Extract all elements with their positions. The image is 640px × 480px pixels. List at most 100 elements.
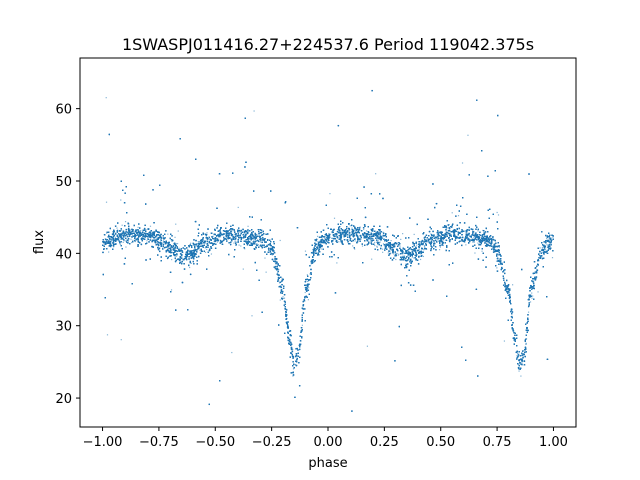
data-point xyxy=(259,240,262,242)
data-point xyxy=(186,256,188,258)
chart-title: 1SWASPJ011416.27+224537.6 Period 119042.… xyxy=(122,35,534,54)
data-point xyxy=(390,252,392,254)
data-point xyxy=(212,235,214,237)
data-point xyxy=(378,231,380,233)
data-point xyxy=(359,235,361,237)
data-point xyxy=(348,234,350,237)
data-point xyxy=(251,235,254,238)
data-point xyxy=(309,273,311,275)
data-point xyxy=(521,363,523,365)
data-point xyxy=(448,239,450,241)
data-point xyxy=(207,237,209,240)
data-point xyxy=(132,239,134,241)
data-point xyxy=(423,249,425,251)
data-point xyxy=(497,214,500,216)
data-point xyxy=(423,245,426,247)
data-point xyxy=(202,239,204,241)
data-point xyxy=(521,362,523,364)
data-point xyxy=(450,234,452,236)
data-point xyxy=(541,246,544,249)
data-point xyxy=(387,252,389,254)
data-point xyxy=(376,237,378,239)
data-point xyxy=(375,173,377,175)
data-point xyxy=(120,339,122,341)
data-point xyxy=(167,247,169,249)
data-point xyxy=(162,242,165,244)
data-point xyxy=(415,244,418,246)
data-point xyxy=(420,253,422,255)
data-point xyxy=(174,248,176,250)
data-point xyxy=(547,238,549,240)
data-point xyxy=(352,245,354,247)
data-point xyxy=(392,245,394,247)
data-point xyxy=(117,230,119,232)
data-point xyxy=(231,230,233,232)
data-point xyxy=(281,277,283,280)
data-point xyxy=(531,292,533,294)
data-point xyxy=(379,234,381,237)
data-point xyxy=(307,299,309,301)
data-point xyxy=(411,256,413,258)
data-point xyxy=(545,238,548,240)
data-point xyxy=(175,223,177,225)
data-point xyxy=(145,229,147,231)
data-point xyxy=(436,241,438,243)
data-point xyxy=(348,231,350,233)
data-point xyxy=(379,241,381,243)
data-point xyxy=(133,236,136,238)
data-point xyxy=(156,242,159,245)
data-point xyxy=(197,240,199,243)
data-point xyxy=(175,255,177,257)
data-point xyxy=(236,241,238,243)
data-point xyxy=(329,193,331,195)
data-point xyxy=(496,267,498,269)
data-point xyxy=(106,334,109,336)
data-point xyxy=(468,235,470,237)
data-point xyxy=(512,284,514,286)
data-point xyxy=(282,296,284,298)
data-point xyxy=(178,247,180,249)
data-point xyxy=(544,242,547,244)
data-point xyxy=(261,239,263,242)
data-point xyxy=(331,237,333,239)
data-point xyxy=(277,272,279,274)
data-point xyxy=(400,238,402,241)
data-point xyxy=(279,239,281,242)
data-point xyxy=(409,251,411,253)
data-point xyxy=(137,226,139,228)
data-point xyxy=(263,238,265,240)
data-point xyxy=(536,269,538,271)
data-point xyxy=(390,243,392,245)
data-point xyxy=(121,229,123,232)
data-point xyxy=(484,233,486,235)
data-point xyxy=(313,252,316,254)
data-point xyxy=(437,239,439,241)
data-point xyxy=(439,246,441,248)
data-point xyxy=(466,238,468,241)
data-point xyxy=(423,245,426,247)
data-point xyxy=(320,248,322,250)
data-point xyxy=(187,250,190,252)
data-point xyxy=(231,229,233,231)
data-point xyxy=(125,246,127,248)
data-point xyxy=(377,240,379,242)
data-point xyxy=(113,235,116,237)
data-point xyxy=(348,232,350,234)
data-point xyxy=(542,244,544,247)
data-point xyxy=(443,239,445,241)
data-point xyxy=(467,134,469,136)
data-point xyxy=(176,254,178,257)
data-point xyxy=(472,241,474,243)
data-point xyxy=(261,237,263,240)
data-point xyxy=(436,233,439,236)
data-point xyxy=(551,257,554,259)
data-point xyxy=(278,282,281,284)
data-point xyxy=(490,240,492,242)
data-point xyxy=(546,244,548,246)
data-point xyxy=(390,249,392,251)
data-point xyxy=(304,291,306,294)
data-point xyxy=(126,235,128,237)
data-point xyxy=(460,240,462,242)
data-point xyxy=(486,241,488,243)
data-point xyxy=(171,258,173,261)
